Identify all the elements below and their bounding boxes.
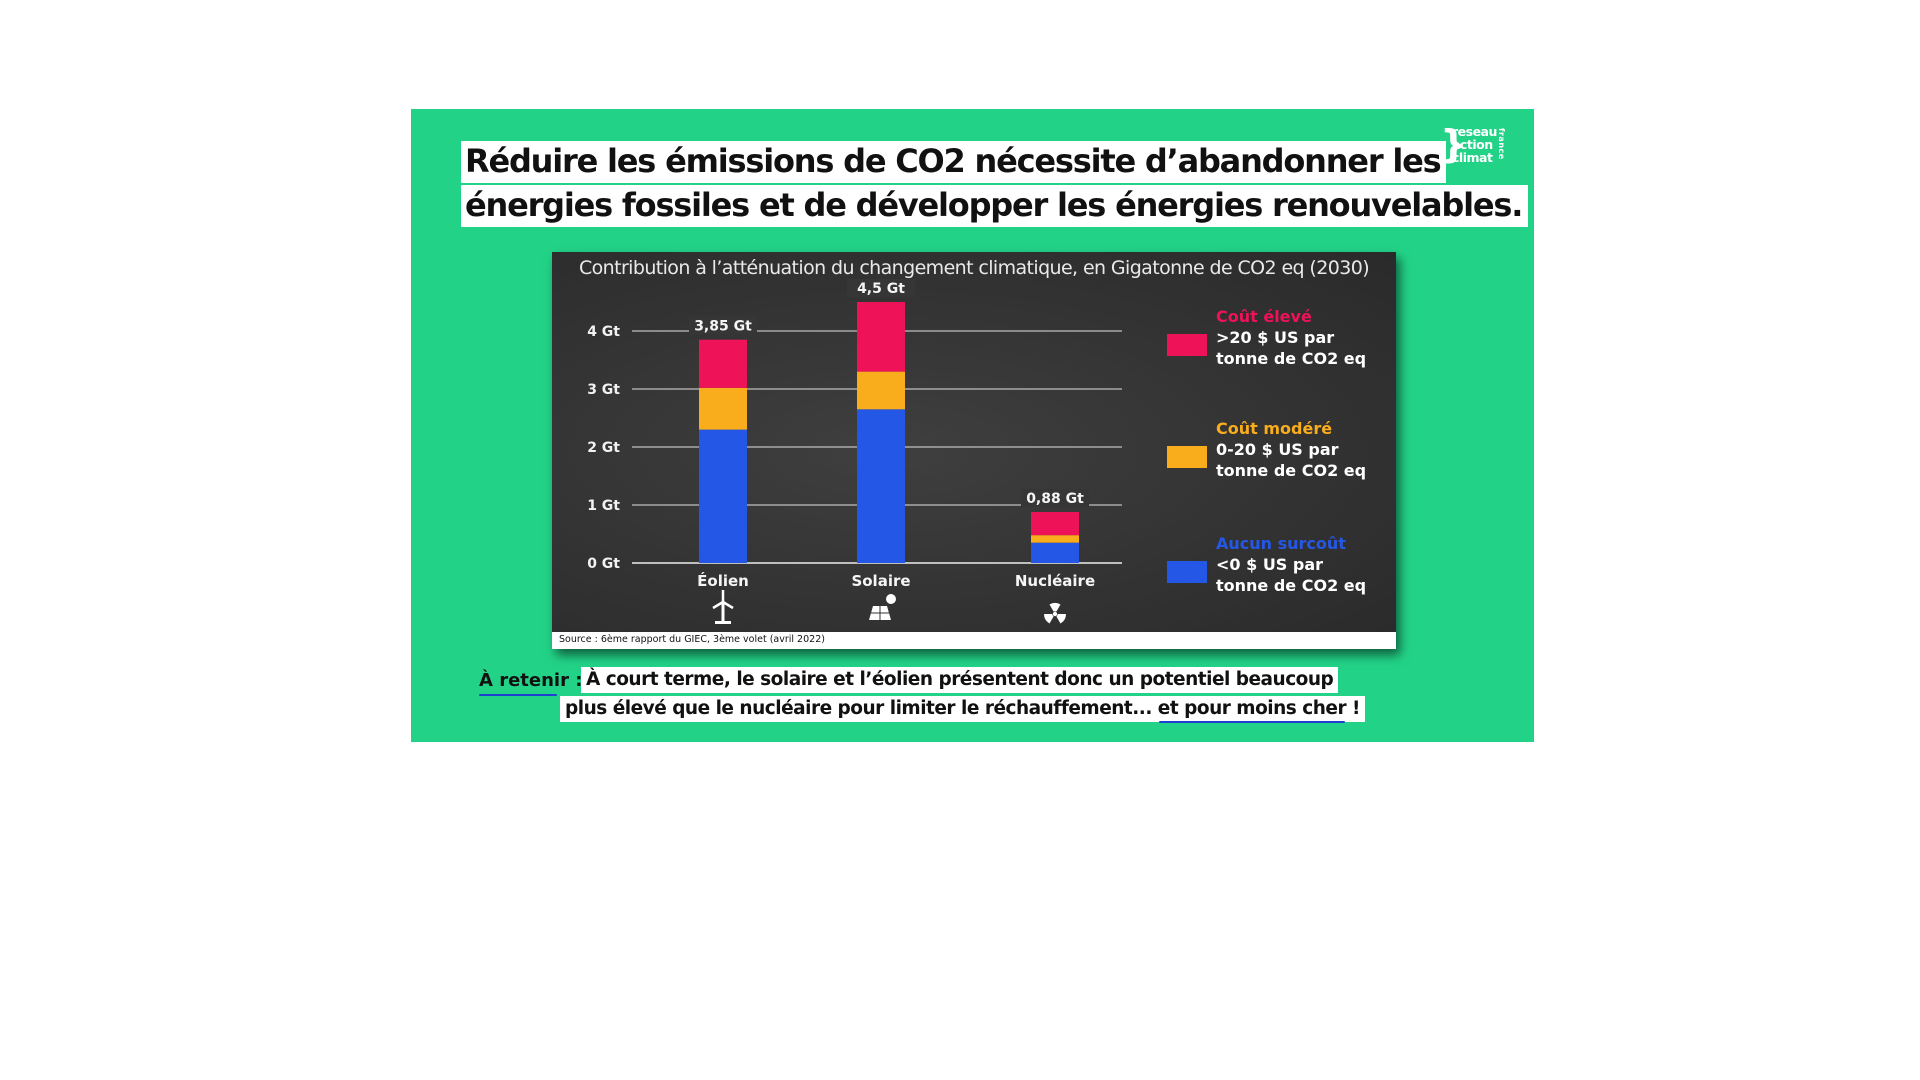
radiation-icon (1049, 603, 1061, 612)
y-tick-label: 3 Gt (587, 382, 620, 398)
chart-title: Contribution à l’atténuation du changeme… (578, 257, 1370, 279)
solar-panel-icon (886, 594, 896, 604)
source-bar: Source : 6ème rapport du GIEC, 3ème vole… (552, 632, 1396, 649)
wind-turbine-base (715, 621, 731, 624)
headline-line-1: Réduire les émissions de CO2 nécessite d… (461, 141, 1447, 183)
y-tick-label: 0 Gt (587, 556, 620, 572)
legend-line-2: tonne de CO2 eq (1216, 461, 1366, 480)
takeaway-line-2: plus élevé que le nucléaire pour limiter… (560, 696, 1365, 722)
total-label: 4,5 Gt (857, 281, 905, 297)
bar-segment (699, 339, 747, 388)
radiation-center (1052, 611, 1058, 617)
bar-segment (699, 387, 747, 430)
logo-text-side: france (1497, 128, 1506, 160)
total-label-bg (847, 279, 915, 297)
logo-text-3: climat (1452, 150, 1493, 165)
legend-title: Aucun surcoût (1216, 534, 1346, 553)
legend-line-2: tonne de CO2 eq (1216, 576, 1366, 595)
bar-segment (857, 409, 905, 563)
category-label: Nucléaire (1015, 572, 1095, 590)
chart-svg: 0 Gt 1 Gt 2 Gt 3 Gt 4 Gt 3,85 Gt Éolien 4,5 Gt S… (587, 279, 1366, 624)
legend-line-1: 0-20 $ US par (1216, 440, 1339, 459)
y-tick-label: 4 Gt (587, 324, 620, 340)
total-label-bg (689, 316, 757, 335)
pour-moins-cher-underline (1159, 721, 1345, 723)
headline: Réduire les émissions de CO2 nécessite d… (461, 141, 1529, 227)
slide: Réduire les émissions de CO2 nécessite d… (411, 109, 1534, 742)
total-label: 0,88 Gt (1026, 491, 1084, 507)
bar-segment (699, 429, 747, 563)
radiation-icon (1056, 614, 1066, 624)
logo-text-1: reseau (1452, 124, 1497, 139)
chalkboard-chart: Contribution à l’atténuation du changeme… (552, 252, 1396, 649)
bar-segment (1031, 535, 1079, 543)
retenir-underline (479, 694, 557, 696)
logo-brace-icon: } (1440, 122, 1468, 166)
legend-line-2: tonne de CO2 eq (1216, 349, 1366, 368)
legend-line-1: >20 $ US par (1216, 328, 1334, 347)
legend-title: Coût élevé (1216, 307, 1312, 326)
bar-segment (1031, 511, 1079, 536)
legend-swatch (1167, 561, 1207, 583)
legend-swatch (1167, 446, 1207, 468)
radiation-icon (1044, 614, 1054, 624)
bar-segment (857, 371, 905, 410)
chart-source: Source : 6ème rapport du GIEC, 3ème vole… (559, 634, 825, 645)
takeaway-line-1: À court terme, le solaire et l’éolien pr… (581, 667, 1339, 693)
wind-turbine-blade (722, 600, 734, 610)
y-tick-label: 2 Gt (587, 440, 620, 456)
headline-line-2: énergies fossiles et de développer les é… (461, 185, 1529, 227)
bar-segment (857, 302, 905, 372)
wind-turbine-blade (712, 600, 724, 610)
total-label: 3,85 Gt (694, 319, 752, 335)
logo-text-2: action (1452, 137, 1493, 152)
total-label-bg (1021, 488, 1089, 507)
legend-title: Coût modéré (1216, 419, 1332, 438)
y-tick-label: 1 Gt (587, 498, 620, 514)
retenir-label: À retenir : (479, 670, 583, 691)
legend-line-1: <0 $ US par (1216, 555, 1323, 574)
legend-swatch (1167, 334, 1207, 356)
bar-segment (1031, 542, 1079, 563)
category-label: Solaire (851, 572, 910, 590)
category-label: Éolien (697, 571, 749, 590)
reseau-action-climat-logo: } reseau action climat france (1440, 124, 1520, 170)
